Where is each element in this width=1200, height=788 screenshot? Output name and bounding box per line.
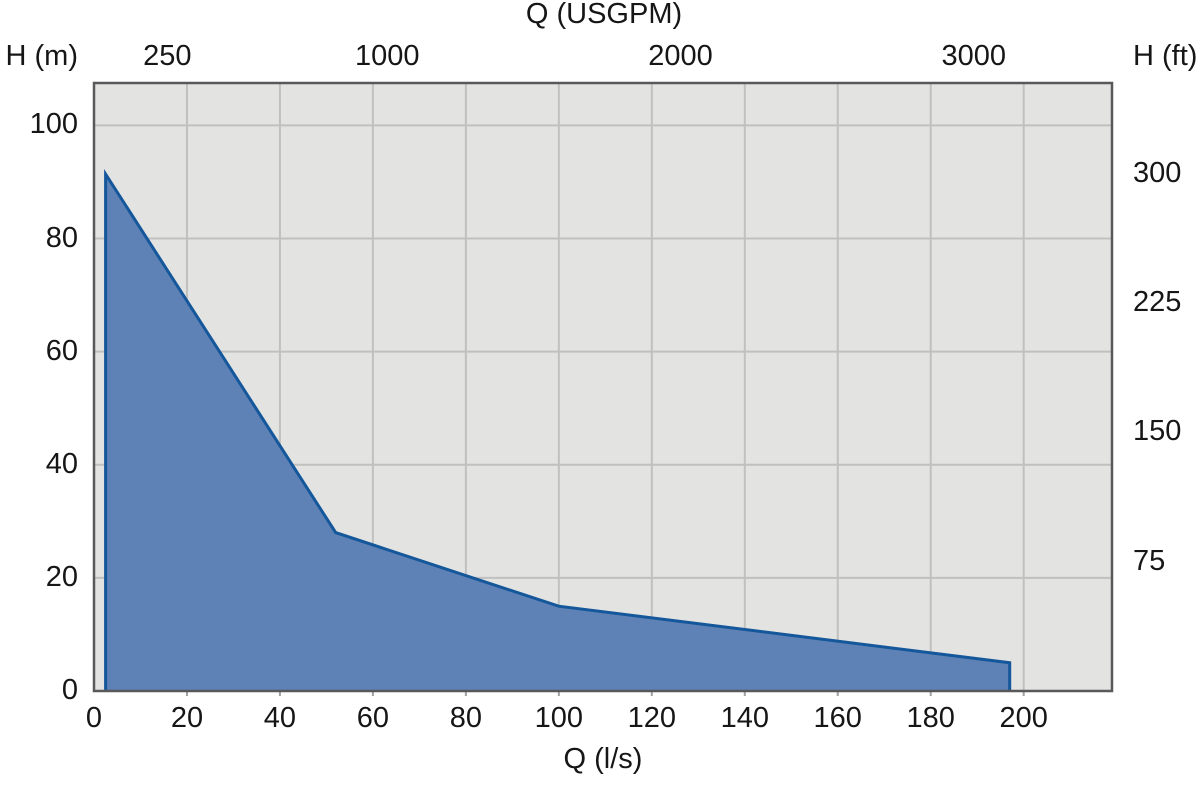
top-tick-label: 3000 <box>941 40 1007 73</box>
top-tick-label: 250 <box>143 40 192 73</box>
top-tick-label: 2000 <box>648 40 713 73</box>
left-tick-label: 60 <box>45 334 78 367</box>
left-axis-title: H (m) <box>5 40 78 73</box>
bottom-tick-label: 80 <box>449 702 482 735</box>
envelope-outline <box>104 168 1012 691</box>
left-tick-label: 40 <box>45 447 78 480</box>
bottom-tick-label: 140 <box>720 702 769 735</box>
bottom-tick-label: 160 <box>813 702 862 735</box>
bottom-axis-title: Q (l/s) <box>563 743 643 776</box>
plot-border <box>92 81 1114 693</box>
bottom-tick-label: 200 <box>999 702 1048 735</box>
bottom-tick-label: 180 <box>906 702 955 735</box>
top-tick-label: 1000 <box>355 40 420 73</box>
bottom-tick-label: 0 <box>85 702 103 735</box>
left-tick-label: 80 <box>45 221 78 254</box>
envelope-area <box>105 174 1010 692</box>
left-tick-label: 0 <box>61 674 78 707</box>
bottom-tick-label: 60 <box>356 702 390 735</box>
bottom-tick-label: 100 <box>534 702 584 735</box>
right-tick-label: 225 <box>1133 286 1182 319</box>
bottom-tick-label: 120 <box>627 702 676 735</box>
right-tick-label: 150 <box>1133 415 1182 448</box>
top-axis-title: Q (USGPM) <box>525 0 683 31</box>
right-tick-label: 75 <box>1133 544 1166 577</box>
right-tick-label: 300 <box>1133 156 1182 189</box>
right-axis-title: H (ft) <box>1133 40 1198 73</box>
bottom-tick-label: 40 <box>263 702 297 735</box>
left-tick-label: 20 <box>45 560 78 593</box>
left-tick-label: 100 <box>29 108 78 141</box>
bottom-tick-label: 20 <box>170 702 204 735</box>
